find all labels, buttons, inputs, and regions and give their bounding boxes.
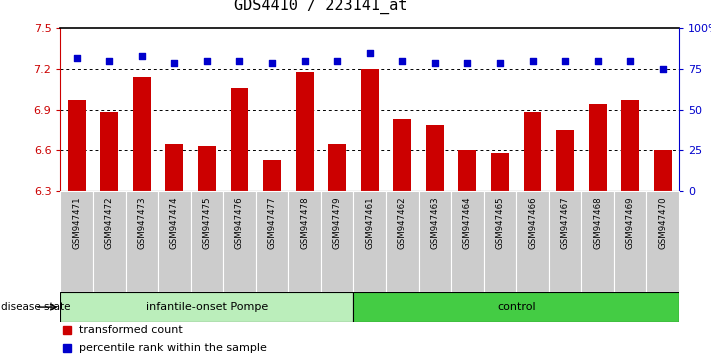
Bar: [419, 191, 451, 292]
Bar: [68, 100, 85, 191]
Point: [169, 60, 180, 65]
Text: GSM947479: GSM947479: [333, 196, 342, 249]
Point: [657, 66, 668, 72]
Bar: [296, 72, 314, 191]
Text: GSM947471: GSM947471: [73, 196, 81, 249]
Text: GSM947461: GSM947461: [365, 196, 374, 249]
Bar: [426, 125, 444, 191]
Text: disease state: disease state: [1, 302, 71, 312]
Bar: [491, 153, 509, 191]
Text: GSM947463: GSM947463: [430, 196, 439, 249]
Text: GSM947462: GSM947462: [397, 196, 407, 249]
Text: GSM947465: GSM947465: [496, 196, 504, 249]
Point: [234, 58, 245, 64]
Text: GSM947466: GSM947466: [528, 196, 537, 249]
Text: GSM947470: GSM947470: [658, 196, 667, 249]
Point: [397, 58, 408, 64]
Bar: [646, 191, 679, 292]
Point: [104, 58, 115, 64]
Point: [624, 58, 636, 64]
Point: [299, 58, 310, 64]
Bar: [321, 191, 353, 292]
Point: [494, 60, 506, 65]
Text: GSM947472: GSM947472: [105, 196, 114, 249]
Text: GSM947467: GSM947467: [560, 196, 570, 249]
Point: [331, 58, 343, 64]
Bar: [191, 191, 223, 292]
Bar: [93, 191, 126, 292]
Bar: [158, 191, 191, 292]
Text: GSM947468: GSM947468: [593, 196, 602, 249]
Text: GSM947476: GSM947476: [235, 196, 244, 249]
Bar: [589, 104, 606, 191]
Bar: [582, 191, 614, 292]
Text: infantile-onset Pompe: infantile-onset Pompe: [146, 302, 268, 312]
Bar: [166, 144, 183, 191]
Text: GSM947474: GSM947474: [170, 196, 179, 249]
Bar: [60, 191, 93, 292]
Bar: [556, 130, 574, 191]
Point: [429, 60, 441, 65]
Point: [136, 53, 147, 59]
Point: [267, 60, 278, 65]
Bar: [451, 191, 483, 292]
Text: percentile rank within the sample: percentile rank within the sample: [79, 343, 267, 353]
Bar: [289, 191, 321, 292]
Bar: [621, 100, 639, 191]
Bar: [100, 113, 118, 191]
Bar: [230, 88, 248, 191]
Point: [201, 58, 213, 64]
Text: GSM947473: GSM947473: [137, 196, 146, 249]
Bar: [223, 191, 256, 292]
Bar: [459, 150, 476, 191]
Bar: [614, 191, 646, 292]
Bar: [360, 69, 379, 191]
Bar: [393, 119, 411, 191]
Bar: [386, 191, 419, 292]
Bar: [523, 113, 542, 191]
Bar: [483, 191, 516, 292]
Bar: [263, 160, 281, 191]
Point: [527, 58, 538, 64]
Text: transformed count: transformed count: [79, 325, 183, 335]
Bar: [60, 292, 353, 322]
Bar: [328, 144, 346, 191]
Point: [461, 60, 473, 65]
Bar: [353, 292, 679, 322]
Point: [364, 50, 375, 56]
Text: GSM947469: GSM947469: [626, 196, 635, 249]
Bar: [516, 191, 549, 292]
Text: GDS4410 / 223141_at: GDS4410 / 223141_at: [233, 0, 407, 14]
Bar: [353, 191, 386, 292]
Bar: [133, 77, 151, 191]
Text: GSM947475: GSM947475: [203, 196, 211, 249]
Bar: [654, 150, 672, 191]
Bar: [256, 191, 289, 292]
Point: [560, 58, 571, 64]
Text: control: control: [497, 302, 535, 312]
Point: [71, 55, 82, 61]
Bar: [549, 191, 582, 292]
Point: [592, 58, 604, 64]
Text: GSM947477: GSM947477: [267, 196, 277, 249]
Text: GSM947464: GSM947464: [463, 196, 472, 249]
Bar: [126, 191, 158, 292]
Bar: [198, 146, 216, 191]
Text: GSM947478: GSM947478: [300, 196, 309, 249]
